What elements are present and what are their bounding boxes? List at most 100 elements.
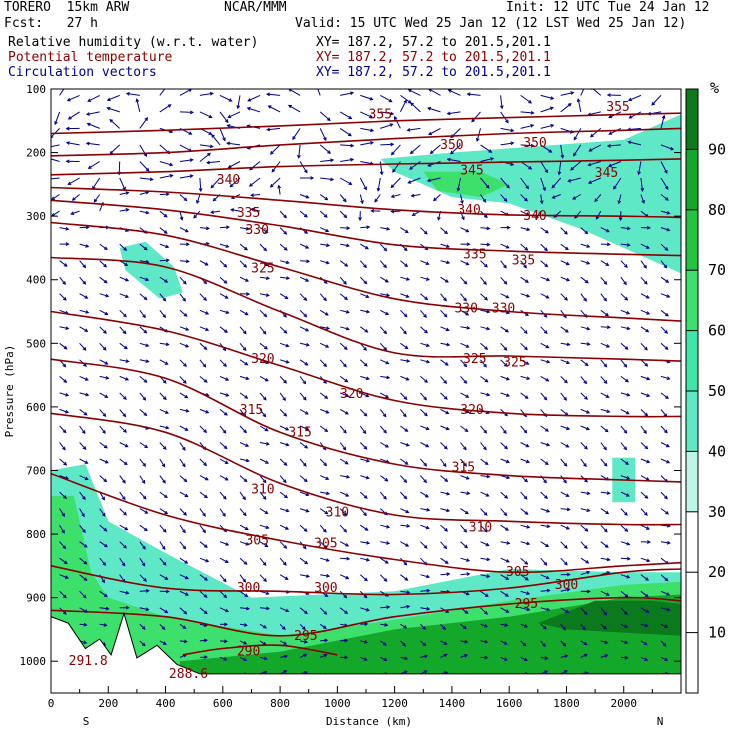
vector-arrow: [480, 359, 487, 368]
vector-arrowhead: [47, 178, 50, 181]
vector-arrowhead: [586, 326, 591, 331]
vector-arrow: [420, 508, 430, 511]
vector-arrowhead: [403, 625, 408, 629]
vector-arrowhead: [526, 227, 531, 232]
vector-arrow: [239, 623, 247, 626]
vector-arrow: [199, 557, 209, 562]
vector-arrowhead: [203, 655, 208, 660]
vector-arrow: [399, 100, 407, 113]
vector-arrow: [580, 557, 589, 564]
vector-arrow: [79, 309, 89, 314]
vector-arrowhead: [125, 359, 130, 363]
vector-arrowhead: [165, 192, 170, 197]
theta-label-340: 340: [523, 209, 546, 224]
vector-arrowhead: [405, 543, 410, 547]
vector-arrowhead: [65, 141, 70, 145]
vector-arrowhead: [409, 150, 414, 155]
vector-arrow: [159, 342, 169, 346]
vector-arrowhead: [646, 540, 651, 544]
vector-arrowhead: [63, 379, 68, 384]
vector-arrow: [199, 524, 206, 533]
vector-arrowhead: [169, 162, 174, 167]
vector-arrowhead: [624, 624, 629, 628]
vector-arrow: [359, 425, 367, 434]
vector-arrow: [411, 194, 421, 197]
x-tick-label: 1200: [381, 697, 408, 710]
vector-arrowhead: [505, 328, 509, 333]
vector-arrow: [460, 276, 467, 285]
vector-arrowhead: [162, 446, 167, 450]
vector-arrowhead: [643, 264, 647, 269]
vector-arrowhead: [342, 446, 347, 451]
vector-arrow: [299, 508, 309, 512]
vector-arrow: [520, 227, 530, 231]
vector-arrow: [79, 276, 86, 285]
vector-arrow: [480, 392, 490, 396]
vector-arrowhead: [603, 363, 608, 368]
vector-arrowhead: [109, 118, 114, 123]
vector-arrow: [440, 425, 449, 430]
vector-arrow: [319, 210, 328, 218]
vector-arrowhead: [161, 546, 166, 551]
colorbar-swatch: [686, 572, 698, 633]
vector-arrowhead: [283, 561, 287, 566]
vector-arrow: [288, 104, 301, 113]
vector-arrowhead: [665, 279, 670, 283]
vector-arrow: [109, 119, 121, 129]
vector-arrowhead: [543, 625, 547, 630]
vector-arrow: [299, 210, 308, 218]
vector-arrow: [299, 458, 307, 467]
vector-arrow: [660, 177, 669, 190]
vector-arrowhead: [285, 427, 290, 431]
vector-arrowhead: [362, 430, 367, 435]
vector-arrow: [279, 623, 286, 630]
vector-arrowhead: [550, 124, 555, 128]
vector-arrowhead: [85, 112, 90, 116]
vector-arrowhead: [426, 178, 431, 183]
vector-arrowhead: [145, 343, 150, 347]
vector-arrowhead: [425, 261, 430, 265]
vector-arrow: [360, 475, 369, 479]
vector-arrow: [360, 293, 369, 298]
vector-arrowhead: [463, 380, 468, 384]
vector-arrow: [279, 359, 289, 363]
vector-arrow: [199, 342, 207, 350]
vector-arrowhead: [65, 409, 70, 414]
vector-arrow: [219, 491, 227, 500]
vector-arrowhead: [444, 478, 449, 482]
vector-arrow: [279, 260, 289, 264]
vector-arrow: [660, 392, 669, 399]
vector-arrow: [400, 475, 407, 483]
vector-arrow: [59, 458, 67, 466]
vector-arrow: [136, 99, 141, 113]
vector-arrowhead: [102, 413, 107, 417]
vector-arrow: [219, 656, 227, 661]
vector-arrow: [139, 607, 149, 611]
vector-arrow: [159, 359, 168, 365]
vector-arrow: [660, 276, 669, 283]
vector-arrowhead: [583, 641, 588, 646]
vector-arrow: [560, 342, 570, 346]
vector-arrowhead: [125, 377, 130, 381]
vector-arrow: [420, 409, 428, 416]
vector-arrow: [640, 342, 648, 351]
vector-arrowhead: [66, 97, 71, 102]
vector-arrowhead: [525, 185, 529, 190]
vector-arrowhead: [303, 528, 308, 532]
field-vectors-name: Circulation vectors: [8, 65, 157, 80]
theta-contour-300: [51, 565, 681, 596]
vector-arrow: [400, 326, 407, 335]
vector-arrowhead: [382, 642, 387, 646]
vector-arrowhead: [426, 606, 431, 611]
vector-arrow: [520, 111, 534, 114]
vector-arrowhead: [526, 591, 531, 595]
vector-arrowhead: [605, 228, 610, 233]
vector-arrowhead: [625, 410, 630, 415]
vector-arrowhead: [664, 186, 669, 191]
vector-arrow: [540, 392, 547, 401]
vector-arrowhead: [205, 160, 210, 165]
vector-arrowhead: [665, 443, 670, 448]
vector-arrow: [126, 93, 140, 96]
vector-arrow: [210, 177, 221, 189]
theta-contour-295: [51, 596, 681, 637]
